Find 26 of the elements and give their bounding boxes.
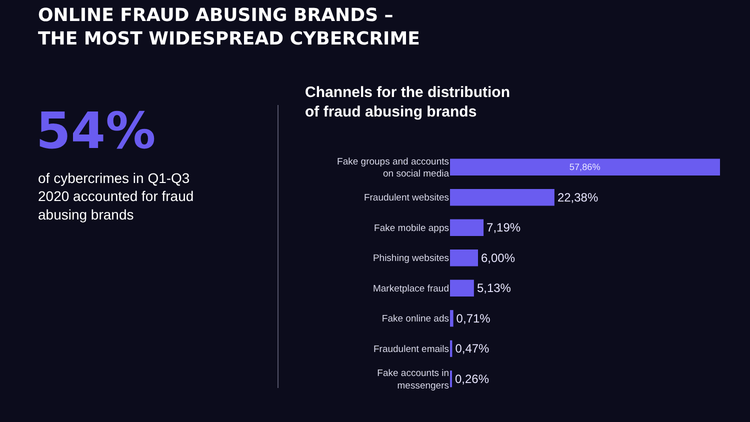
data-label: 0,47% [455,342,490,356]
y-tick-label: Fake accounts in messengers [377,368,450,392]
y-tick-label: Fake mobile apps [374,222,450,234]
bar [450,189,554,206]
y-tick-label: Fraudulent emails [373,344,450,355]
y-tick-label: Fake online ads [382,314,450,325]
bar [450,310,454,327]
y-tick-label: Marketplace fraud [372,283,449,294]
bar [450,280,474,296]
data-label: 5,13% [476,281,512,296]
text: 54% [36,102,156,160]
bar [450,158,720,176]
y-tick-label: Fake groups and accounts on social media [337,156,450,180]
data-label: 6,00% [481,250,516,265]
data-label: 22,38% [557,190,598,204]
chart-subtitle: Channels for the distribution of fraud abusing brands [305,84,510,120]
text: ONLINE FRAUD ABUSING BRANDS – THE MOST WIDESPREAD CYBERCRIME [38,5,420,50]
data-label: 57,86% [569,162,600,172]
data-label: 7,19% [486,220,521,235]
y-tick-label: Fraudulent websites [364,192,450,204]
text: of cybercrimes in Q1-Q3 2020 accounted for fraud abusing brands [38,170,194,222]
y-tick-label: Phishing websites [372,253,450,264]
bar [450,250,478,266]
data-label: 0,71% [456,311,491,326]
bar [450,219,484,236]
data-label: 0,26% [455,372,490,386]
